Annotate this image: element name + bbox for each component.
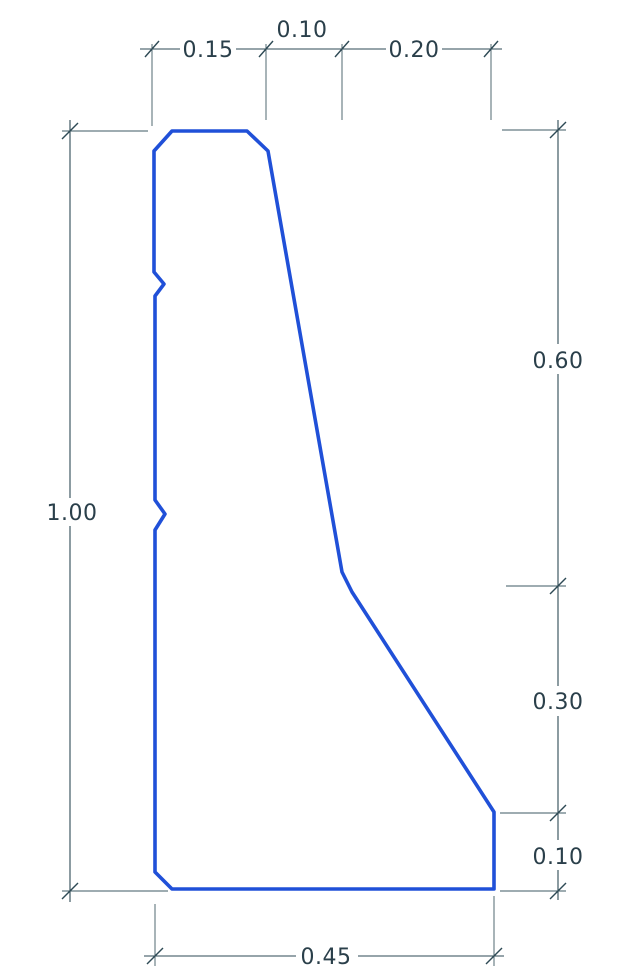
dim-label-lower-right-height: 0.10 [533, 845, 584, 870]
bottom-width-dimension [144, 896, 504, 970]
dim-label-upper-right-height: 0.60 [533, 349, 584, 374]
dim-label-total-height: 1.00 [47, 501, 98, 526]
dim-label-top-left: 0.15 [183, 38, 234, 63]
dim-label-base-width: 0.45 [301, 945, 352, 970]
dim-label-middle-right-height: 0.30 [533, 690, 584, 715]
dim-label-top-middle: 0.10 [277, 18, 328, 43]
right-height-dimension-chain [500, 120, 590, 900]
left-height-dimension [40, 120, 168, 902]
top-dimension-chain [140, 38, 502, 126]
barrier-profile-outline [152, 129, 496, 891]
dim-label-top-right: 0.20 [389, 38, 440, 63]
